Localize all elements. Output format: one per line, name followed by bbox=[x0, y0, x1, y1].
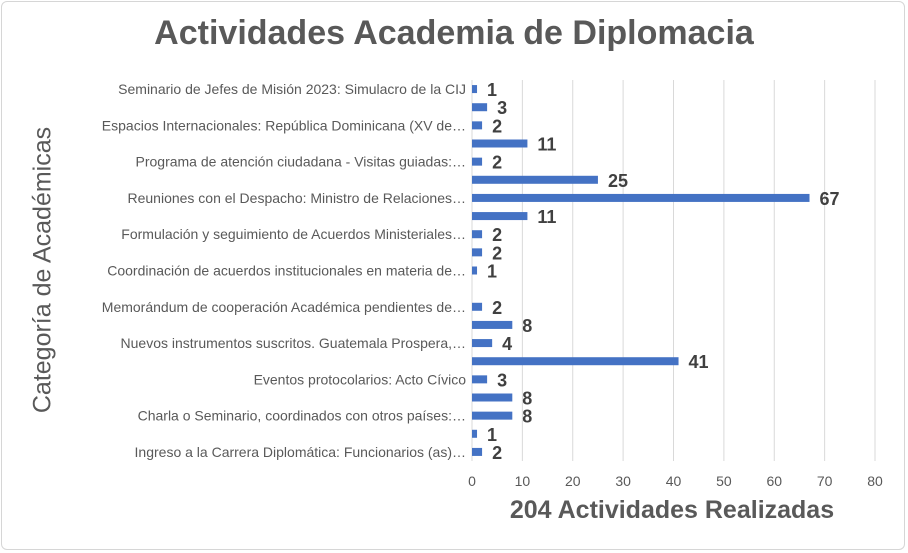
x-tick-label: 80 bbox=[867, 473, 883, 489]
x-tick-label: 40 bbox=[666, 473, 682, 489]
x-axis-title: 204 Actividades Realizadas bbox=[509, 496, 835, 524]
x-tick-labels: 0 10 20 30 40 50 60 70 80 bbox=[468, 473, 883, 489]
category-label: Coordinación de acuerdos institucionales… bbox=[107, 263, 466, 279]
data-label: 25 bbox=[608, 171, 628, 191]
gridlines bbox=[471, 80, 876, 461]
bar bbox=[472, 212, 528, 221]
bar bbox=[472, 429, 478, 438]
data-label: 2 bbox=[492, 225, 502, 245]
bar bbox=[472, 375, 488, 384]
category-label: Espacios Internacionales: República Domi… bbox=[102, 117, 466, 133]
data-label: 67 bbox=[820, 189, 840, 209]
data-label: 8 bbox=[522, 389, 532, 409]
x-tick-label: 20 bbox=[565, 473, 581, 489]
data-label: 3 bbox=[497, 98, 507, 118]
bar bbox=[472, 266, 478, 275]
category-label: Seminario de Jefes de Misión 2023: Simul… bbox=[118, 81, 466, 97]
data-label: 2 bbox=[492, 443, 502, 463]
chart-title: Actividades Academia de Diplomacia bbox=[154, 14, 754, 52]
data-label: 2 bbox=[492, 116, 502, 136]
category-label: Charla o Seminario, coordinados con otro… bbox=[138, 408, 466, 424]
x-tick-label: 0 bbox=[468, 473, 476, 489]
data-label: 2 bbox=[492, 153, 502, 173]
bar bbox=[472, 230, 483, 239]
data-label: 41 bbox=[689, 352, 709, 372]
bar bbox=[472, 85, 478, 94]
category-label: Programa de atención ciudadana - Visitas… bbox=[136, 154, 467, 170]
data-label: 11 bbox=[537, 207, 556, 227]
x-tick-label: 70 bbox=[817, 473, 833, 489]
data-label: 1 bbox=[487, 425, 497, 445]
x-tick-label: 60 bbox=[766, 473, 782, 489]
category-label: Eventos protocolarios: Acto Cívico bbox=[254, 371, 467, 387]
bar bbox=[472, 103, 488, 112]
data-label: 4 bbox=[502, 334, 512, 354]
data-label: 2 bbox=[492, 298, 502, 318]
bars bbox=[472, 85, 810, 456]
data-label: 11 bbox=[537, 135, 556, 155]
bar bbox=[472, 121, 483, 130]
category-label: Reuniones con el Despacho: Ministro de R… bbox=[127, 190, 466, 206]
bar bbox=[472, 139, 528, 148]
bar bbox=[472, 447, 483, 456]
category-label: Ingreso a la Carrera Diplomática: Funcio… bbox=[135, 444, 466, 460]
bar bbox=[472, 175, 598, 184]
category-label: Formulación y seguimiento de Acuerdos Mi… bbox=[121, 226, 466, 242]
data-label: 1 bbox=[487, 80, 497, 100]
bar bbox=[472, 357, 679, 366]
category-labels: Seminario de Jefes de Misión 2023: Simul… bbox=[102, 81, 466, 460]
data-label: 1 bbox=[487, 262, 497, 282]
data-label: 8 bbox=[522, 316, 532, 336]
data-label: 3 bbox=[497, 370, 507, 390]
bar bbox=[472, 302, 483, 311]
bar bbox=[472, 157, 483, 166]
bar bbox=[472, 393, 513, 402]
data-label: 2 bbox=[492, 243, 502, 263]
category-label: Nuevos instrumentos suscritos. Guatemala… bbox=[121, 335, 466, 351]
x-tick-label: 30 bbox=[615, 473, 631, 489]
category-label: Memorándum de cooperación Académica pend… bbox=[102, 299, 466, 315]
x-tick-label: 50 bbox=[716, 473, 732, 489]
bar bbox=[472, 193, 810, 202]
data-label: 8 bbox=[522, 407, 532, 427]
bar bbox=[472, 339, 493, 348]
x-tick-label: 10 bbox=[515, 473, 531, 489]
bar bbox=[472, 248, 483, 257]
bar bbox=[472, 411, 513, 420]
bar bbox=[472, 320, 513, 329]
